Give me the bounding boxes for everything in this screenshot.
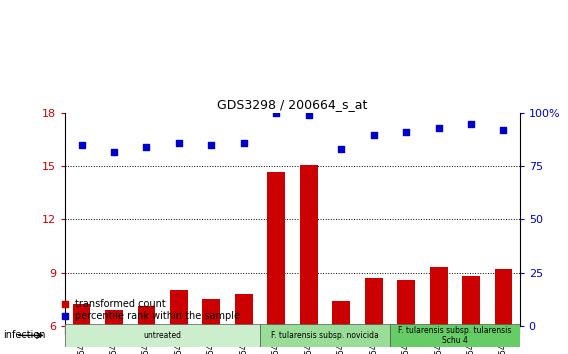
Point: [434, 125, 443, 131]
Bar: [390, 324, 520, 347]
Bar: [65, 324, 260, 347]
Point: [272, 110, 281, 116]
Point: [207, 142, 216, 148]
Bar: [73, 304, 90, 326]
Bar: [65, 326, 98, 335]
Bar: [162, 326, 195, 335]
Bar: [98, 326, 130, 335]
Text: transformed count: transformed count: [75, 299, 166, 309]
Bar: [228, 326, 260, 335]
Point: [499, 127, 508, 133]
Point: [142, 144, 151, 150]
Bar: [332, 301, 350, 326]
Bar: [423, 326, 455, 335]
Bar: [365, 278, 383, 326]
Bar: [195, 326, 228, 335]
Bar: [105, 310, 123, 326]
Text: percentile rank within the sample: percentile rank within the sample: [75, 311, 240, 321]
Bar: [293, 326, 325, 335]
Text: F. tularensis subsp. tularensis
Schu 4: F. tularensis subsp. tularensis Schu 4: [398, 326, 512, 345]
Text: untreated: untreated: [144, 331, 182, 340]
Bar: [357, 326, 390, 335]
Bar: [397, 280, 415, 326]
Point: [220, 138, 229, 144]
Point: [110, 149, 119, 154]
Bar: [170, 290, 188, 326]
Text: infection: infection: [3, 330, 45, 341]
Bar: [429, 267, 448, 326]
Point: [239, 140, 248, 146]
Bar: [260, 326, 293, 335]
Bar: [268, 172, 285, 326]
Point: [369, 132, 378, 137]
Point: [466, 121, 475, 127]
Point: [77, 142, 86, 148]
Bar: [235, 294, 253, 326]
Bar: [390, 326, 423, 335]
Bar: [65, 326, 520, 343]
Bar: [300, 165, 318, 326]
Point: [220, 251, 229, 257]
Bar: [325, 326, 357, 335]
Bar: [495, 269, 512, 326]
Title: GDS3298 / 200664_s_at: GDS3298 / 200664_s_at: [218, 98, 367, 111]
Bar: [137, 306, 156, 326]
Bar: [202, 299, 220, 326]
Point: [174, 140, 183, 146]
Bar: [260, 324, 390, 347]
Bar: [130, 326, 162, 335]
Point: [402, 130, 411, 135]
Point: [337, 147, 346, 152]
Bar: [487, 326, 520, 335]
Point: [304, 113, 314, 118]
Text: F. tularensis subsp. novicida: F. tularensis subsp. novicida: [271, 331, 379, 340]
Bar: [455, 326, 487, 335]
Bar: [462, 276, 480, 326]
